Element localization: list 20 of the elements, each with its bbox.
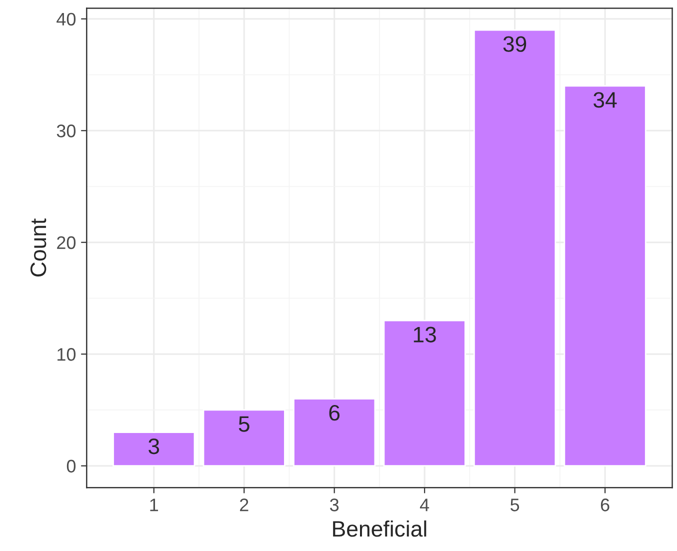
bar — [112, 432, 196, 467]
x-tick-label: 1 — [150, 498, 158, 512]
data-label: 39 — [503, 36, 526, 52]
y-tick-label: 40 — [56, 12, 76, 26]
x-tick-label: 6 — [600, 498, 610, 512]
data-label: 6 — [329, 404, 340, 421]
y-tick-label: 30 — [56, 124, 76, 138]
data-label: 34 — [594, 92, 617, 108]
x-tick-label: 2 — [240, 498, 248, 512]
data-label: 13 — [414, 326, 436, 342]
x-tick-label: 5 — [510, 498, 520, 512]
x-tick-label: 4 — [420, 498, 430, 512]
x-tick-label: 3 — [330, 498, 339, 512]
y-tick-label: 20 — [57, 236, 76, 250]
y-axis-title: Count — [30, 218, 46, 276]
data-label: 3 — [148, 438, 160, 454]
data-label: 5 — [238, 416, 250, 432]
y-tick-label: 0 — [66, 460, 76, 473]
x-axis-title: Beneficial — [333, 520, 426, 537]
y-tick-label: 10 — [58, 348, 76, 361]
